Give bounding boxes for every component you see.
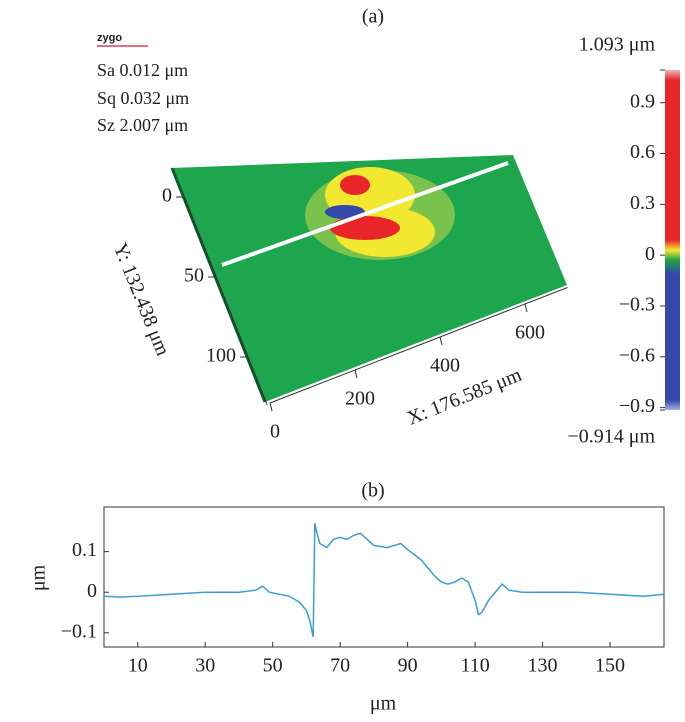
- x-tick-label: 30: [195, 655, 215, 677]
- colorbar-tick-label: −0.9: [619, 395, 655, 417]
- panel-title: (b): [361, 480, 384, 502]
- y-tick-label: −0.1: [61, 620, 97, 642]
- y-tick-label: 0: [87, 580, 97, 602]
- x-tick-label: 70: [330, 655, 350, 677]
- x-tick-label: 200: [345, 388, 375, 410]
- surface-plot: [170, 155, 567, 403]
- colorbar-tick-label: 0: [645, 243, 655, 265]
- y-axis-label: μm: [28, 564, 50, 591]
- x-axis-label: X: 176.585 μm: [404, 364, 525, 430]
- y-tick-label: 100: [206, 345, 236, 367]
- x-tick-label: 130: [528, 655, 558, 677]
- x-tick: [354, 369, 358, 379]
- x-tick: [269, 402, 273, 412]
- x-tick-label: 50: [263, 655, 283, 677]
- colorbar-max-label: 1.093 μm: [579, 34, 656, 56]
- colorbar-tick-label: 0.6: [630, 141, 655, 163]
- profile-line: [221, 161, 509, 267]
- y-axis-line: [183, 196, 268, 406]
- x-axis-label: μm: [370, 693, 397, 715]
- x-tick-label: 150: [595, 655, 625, 677]
- panel-title: (a): [362, 6, 384, 28]
- colorbar-tick-label: −0.6: [619, 344, 655, 366]
- surface-feature: [340, 175, 370, 195]
- x-tick: [439, 336, 443, 346]
- x-tick-label: 90: [398, 655, 418, 677]
- x-tick-label: 400: [430, 355, 460, 377]
- colorbar: [665, 70, 680, 410]
- logo: zygo: [97, 32, 122, 44]
- x-tick-label: 10: [128, 655, 148, 677]
- colorbar-tick-label: 0.3: [630, 192, 655, 214]
- colorbar-tick-label: −0.3: [619, 294, 655, 316]
- y-axis-label: Y: 132.438 μm: [109, 240, 174, 359]
- colorbar-min-label: −0.914 μm: [567, 426, 655, 448]
- surface-feature: [330, 216, 400, 240]
- plot-frame: [103, 506, 665, 648]
- x-tick-label: 110: [460, 655, 489, 677]
- colorbar-tick-label: 0.9: [630, 90, 655, 112]
- x-axis-line: [269, 287, 568, 404]
- x-tick-label: 0: [270, 421, 280, 443]
- stat: Sa 0.012 μm: [97, 60, 188, 80]
- surface-plate: [172, 155, 567, 402]
- x-tick-label: 600: [515, 322, 545, 344]
- x-tick: [524, 303, 528, 313]
- y-tick-label: 0.1: [72, 539, 97, 561]
- profile-line: [103, 523, 665, 638]
- y-tick-label: 50: [184, 265, 204, 287]
- stat: Sz 2.007 μm: [97, 115, 188, 135]
- y-tick-label: 0: [162, 185, 172, 207]
- stat: Sq 0.032 μm: [97, 88, 189, 108]
